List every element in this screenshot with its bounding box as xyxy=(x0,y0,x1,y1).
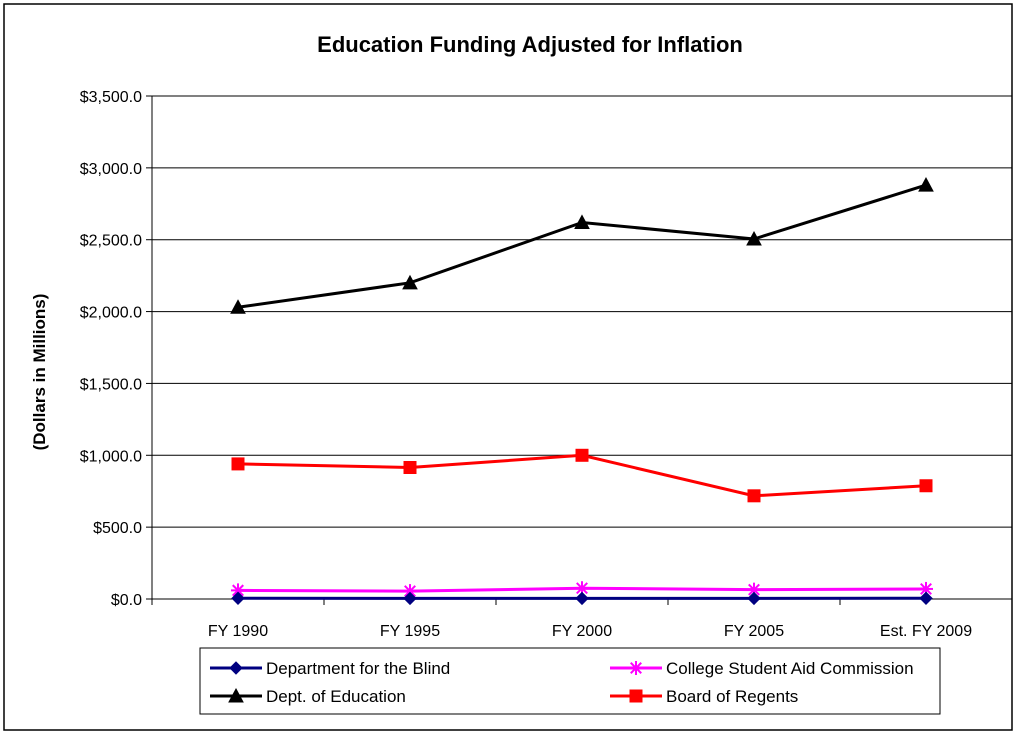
x-tick-label: FY 1990 xyxy=(208,623,268,640)
y-tick-label: $3,000.0 xyxy=(80,161,142,178)
chart-title: Education Funding Adjusted for Inflation xyxy=(317,32,743,57)
chart-border xyxy=(4,4,1012,730)
y-tick-label: $2,000.0 xyxy=(80,305,142,322)
data-point xyxy=(748,490,760,502)
x-tick-label: FY 1995 xyxy=(380,623,440,640)
legend-label: College Student Aid Commission xyxy=(666,659,914,678)
data-point xyxy=(576,449,588,461)
y-tick-label: $1,000.0 xyxy=(80,448,142,465)
legend-marker xyxy=(629,661,643,675)
x-tick-label: FY 2005 xyxy=(724,623,784,640)
x-tick-label: Est. FY 2009 xyxy=(880,623,972,640)
legend-label: Department for the Blind xyxy=(266,659,450,678)
data-point xyxy=(404,462,416,474)
y-tick-label: $3,500.0 xyxy=(80,89,142,106)
x-tick-label: FY 2000 xyxy=(552,623,612,640)
legend-label: Dept. of Education xyxy=(266,687,406,706)
y-tick-label: $1,500.0 xyxy=(80,376,142,393)
legend: Department for the Blind College Student … xyxy=(200,648,940,714)
legend-label: Board of Regents xyxy=(666,687,798,706)
y-tick-label: $500.0 xyxy=(93,520,142,537)
y-axis-label: (Dollars in Millions) xyxy=(30,294,49,451)
legend-marker xyxy=(630,690,642,702)
y-tick-label: $0.0 xyxy=(111,592,142,609)
y-tick-label: $2,500.0 xyxy=(80,233,142,250)
data-point xyxy=(232,458,244,470)
data-point xyxy=(920,480,932,492)
